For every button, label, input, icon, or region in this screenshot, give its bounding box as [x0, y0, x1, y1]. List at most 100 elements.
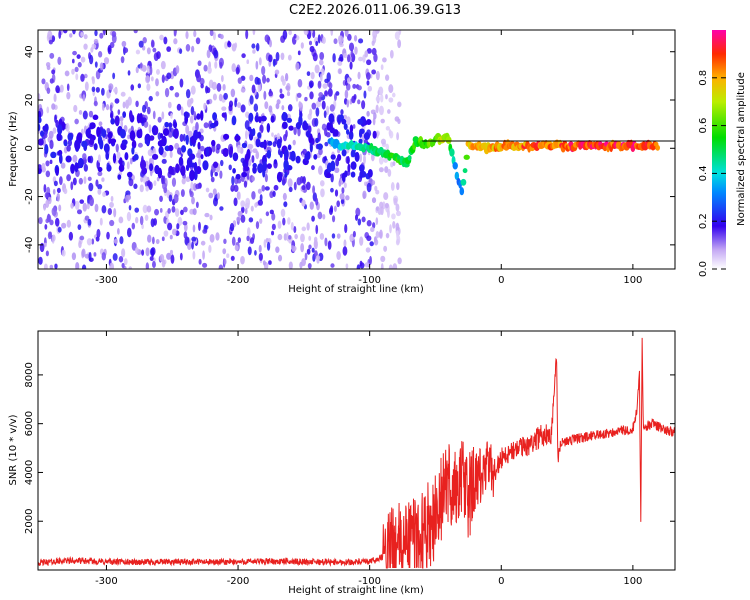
spectrogram-noise-cell	[72, 50, 77, 56]
spectrogram-noise-cell	[375, 231, 380, 239]
spectrogram-band-cell	[305, 150, 311, 161]
spectrogram-noise-cell	[141, 249, 145, 256]
spectrogram-noise-cell	[372, 117, 376, 126]
spectrogram-noise-cell	[135, 216, 139, 224]
spectrogram-band-cell	[326, 162, 333, 173]
spectrogram-noise-cell	[317, 211, 323, 220]
spectrogram-noise-cell	[288, 235, 292, 240]
spectrogram-noise-cell	[303, 30, 309, 36]
spectrogram-band-cell	[193, 170, 198, 181]
spectrogram-noise-cell	[262, 74, 267, 84]
spectrogram-noise-cell	[208, 244, 212, 253]
spectrogram-noise-cell	[330, 263, 335, 268]
spectrogram-noise-cell	[62, 30, 68, 34]
spectrogram-band-cell	[357, 118, 363, 125]
spectrogram-noise-cell	[395, 239, 400, 246]
spectrogram-noise-cell	[174, 142, 180, 150]
spectrogram-noise-cell	[234, 99, 237, 108]
spectrogram-noise-cell	[155, 78, 159, 87]
spectrogram-ridge-cell	[459, 187, 465, 196]
spectrogram-band-cell	[258, 116, 262, 124]
spectrogram-band-cell	[262, 160, 268, 172]
spectrogram-noise-cell	[110, 112, 113, 119]
spectrogram-noise-cell	[354, 214, 359, 221]
spectrogram-noise-cell	[117, 109, 121, 115]
spectrogram-noise-cell	[161, 74, 165, 83]
spectrogram-noise-cell	[39, 242, 45, 253]
spectrogram-noise-cell	[343, 52, 348, 59]
spectrogram-noise-cell	[80, 32, 84, 37]
spectrogram-noise-cell	[372, 30, 378, 39]
spectrogram-noise-cell	[59, 84, 64, 93]
spectrogram-ridge-cell	[449, 148, 455, 157]
spectrogram-noise-cell	[380, 255, 386, 263]
spectrogram-band-cell	[349, 124, 354, 133]
spectrogram-noise-cell	[345, 263, 349, 269]
spectrogram-noise-cell	[215, 232, 220, 241]
spectrogram-noise-cell	[82, 202, 88, 212]
spectrogram-noise-cell	[342, 246, 348, 256]
spectrogram-noise-cell	[153, 180, 157, 187]
spectrogram-noise-cell	[128, 266, 133, 269]
spectrogram-noise-cell	[49, 139, 54, 150]
spectrogram-noise-cell	[166, 72, 172, 80]
spectrogram-noise-cell	[148, 95, 153, 102]
spectrogram-noise-cell	[265, 211, 270, 217]
spectrogram-noise-cell	[390, 182, 395, 191]
spectrogram-noise-cell	[244, 208, 248, 215]
spectrogram-noise-cell	[95, 86, 100, 93]
spectrogram-noise-cell	[170, 112, 173, 119]
spectrogram-noise-cell	[161, 236, 165, 242]
spectrogram-noise-cell	[277, 254, 283, 262]
spectrogram-noise-cell	[268, 54, 273, 63]
spectrogram-noise-cell	[157, 116, 162, 123]
spectrogram-band-cell	[114, 115, 120, 127]
spectrogram-noise-cell	[240, 200, 246, 208]
spectrogram-band-cell	[276, 138, 282, 149]
spectrogram-noise-cell	[271, 223, 276, 231]
spectrogram-noise-cell	[228, 164, 232, 171]
spectrogram-noise-cell	[317, 165, 323, 176]
spectrogram-noise-cell	[245, 30, 249, 40]
spectrogram-band-cell	[295, 155, 301, 164]
spectrogram-noise-cell	[314, 64, 320, 74]
spectrogram-noise-cell	[51, 69, 56, 75]
spectrogram-band-cell	[85, 128, 90, 138]
spectrogram-noise-cell	[224, 41, 229, 50]
spectrogram-noise-cell	[233, 184, 239, 193]
spectrogram-noise-cell	[192, 250, 196, 260]
spectrogram-noise-cell	[193, 30, 197, 38]
spectrogram-band-cell	[88, 138, 95, 146]
spectrogram-noise-cell	[211, 145, 215, 152]
spectrogram-band-cell	[336, 154, 342, 161]
spectrogram-band-cell	[326, 122, 332, 131]
spectrogram-noise-cell	[272, 58, 276, 67]
snr-ylabel: SNR (10 * v/v)	[8, 414, 19, 485]
spectrogram-noise-cell	[191, 236, 197, 242]
spectrogram-noise-cell	[195, 121, 199, 132]
spectrogram-noise-cell	[109, 262, 115, 269]
spectrogram-noise-cell	[339, 42, 344, 48]
spectrogram-band-cell	[286, 117, 293, 123]
spectrogram-noise-cell	[284, 72, 289, 82]
spectrogram-noise-cell	[388, 97, 394, 103]
spectrogram-noise-cell	[288, 186, 293, 193]
spectrogram-band-cell	[154, 164, 160, 175]
spectrogram-noise-cell	[371, 69, 377, 75]
spectrogram-noise-cell	[392, 263, 398, 269]
spectrogram-noise-cell	[108, 83, 114, 91]
spectrogram-noise-cell	[66, 219, 71, 228]
spectrogram-noise-cell	[134, 247, 139, 254]
spectrogram-noise-cell	[273, 184, 279, 191]
spectrogram-band-cell	[266, 149, 272, 159]
spectrogram-band-cell	[248, 112, 254, 122]
spectrogram-noise-cell	[312, 52, 318, 62]
spectrogram-noise-cell	[210, 176, 215, 183]
spectrogram-noise-cell	[228, 100, 234, 108]
spectrogram-noise-cell	[327, 88, 333, 97]
spectrogram-noise-cell	[214, 61, 218, 69]
spectrogram-noise-cell	[251, 176, 255, 182]
spectrogram-noise-cell	[173, 38, 178, 45]
spectrogram-noise-cell	[385, 232, 390, 239]
spectrogram-noise-cell	[308, 244, 312, 250]
